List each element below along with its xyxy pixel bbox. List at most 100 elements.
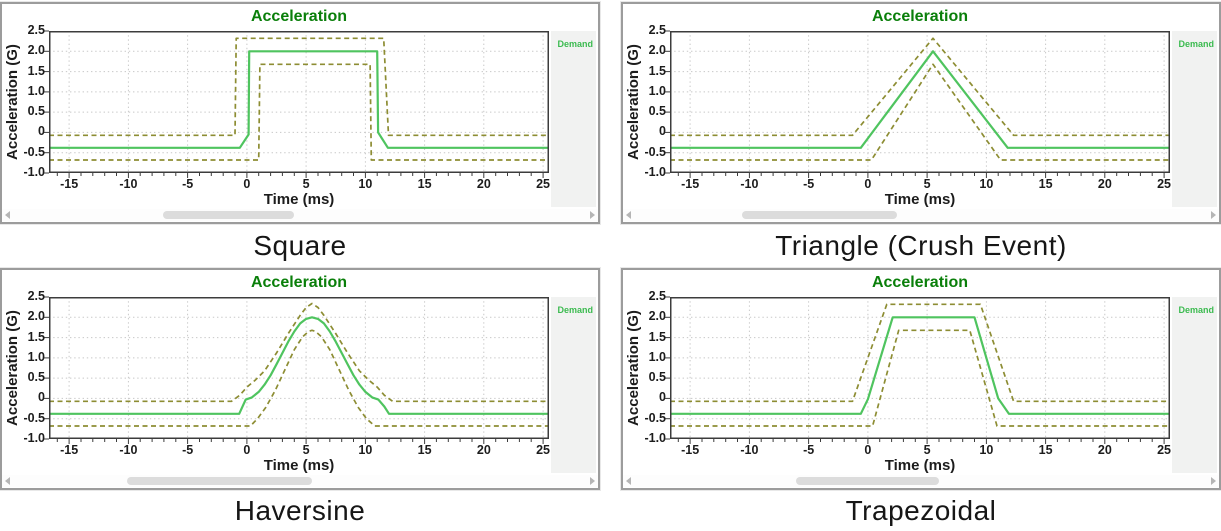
y-tick-label: -0.5 — [23, 410, 45, 425]
scroll-right-icon[interactable] — [1211, 477, 1216, 485]
scroll-right-icon[interactable] — [590, 477, 595, 485]
x-axis-label: Time (ms) — [263, 191, 335, 208]
x-tick-label: 20 — [476, 177, 491, 191]
x-tick-label: -10 — [740, 443, 759, 457]
horizontal-scrollbar[interactable] — [2, 475, 598, 487]
chart-panel: Acceleration Acceleration (G) Demand Tim… — [621, 268, 1221, 490]
scroll-right-icon[interactable] — [1211, 211, 1216, 219]
x-tick-label: 15 — [417, 443, 432, 457]
y-tick-label: 1.5 — [27, 63, 45, 78]
x-tick-label: 15 — [1038, 443, 1053, 457]
panel-cell-3: Acceleration Acceleration (G) Demand Tim… — [621, 268, 1221, 490]
scroll-left-icon[interactable] — [5, 477, 10, 485]
legend-demand-label: Demand — [1178, 305, 1214, 315]
y-tick-label: 0 — [38, 124, 45, 139]
x-tick-label: -10 — [119, 443, 138, 457]
scroll-left-icon[interactable] — [626, 211, 631, 219]
x-axis-label: Time (ms) — [263, 457, 335, 474]
x-tick-label: 20 — [1097, 443, 1112, 457]
chart-title: Acceleration — [871, 274, 969, 291]
chart-title: Acceleration — [250, 274, 348, 291]
scrollbar-thumb[interactable] — [795, 477, 939, 485]
horizontal-scrollbar[interactable] — [623, 209, 1219, 221]
scroll-right-icon[interactable] — [590, 211, 595, 219]
y-tick-label: 2.0 — [27, 43, 45, 58]
chart-panel: Acceleration Acceleration (G) Demand Tim… — [621, 2, 1221, 224]
x-tick-label: -15 — [681, 177, 700, 191]
scrollbar-thumb[interactable] — [742, 211, 898, 219]
y-tick-label: 0.5 — [648, 370, 666, 385]
caption-cell-1: Triangle (Crush Event) — [621, 224, 1221, 268]
plot-area — [44, 30, 549, 178]
legend-demand-label: Demand — [1178, 39, 1214, 49]
x-tick-label: -15 — [60, 177, 79, 191]
waveform-plot — [665, 30, 1170, 178]
horizontal-scrollbar[interactable] — [2, 209, 598, 221]
chart-caption: Triangle (Crush Event) — [775, 230, 1067, 261]
waveform-plot — [665, 296, 1170, 444]
x-tick-label: 20 — [1097, 177, 1112, 191]
x-tick-label: 25 — [536, 443, 551, 457]
y-tick-label: -1.0 — [23, 165, 45, 179]
scrollbar-thumb[interactable] — [162, 211, 295, 219]
plot-area — [665, 30, 1170, 178]
chart-panel: Acceleration Acceleration (G) Demand Tim… — [0, 2, 600, 224]
x-tick-label: -15 — [681, 443, 700, 457]
horizontal-scrollbar[interactable] — [623, 475, 1219, 487]
x-tick-label: -5 — [803, 443, 815, 457]
y-tick-label: 1.0 — [648, 349, 666, 364]
y-tick-label: -0.5 — [644, 410, 666, 425]
chart-title: Acceleration — [871, 8, 969, 25]
panel-cell-2: Acceleration Acceleration (G) Demand Tim… — [0, 268, 600, 490]
y-tick-label: 0.5 — [27, 370, 45, 385]
caption-cell-3: Trapezoidal — [621, 490, 1221, 531]
x-tick-label: 10 — [979, 177, 994, 191]
y-tick-label: 1.0 — [27, 83, 45, 98]
chart-title: Acceleration — [250, 8, 348, 25]
y-tick-label: 1.0 — [648, 83, 666, 98]
y-tick-label: 2.5 — [27, 23, 45, 37]
y-tick-label: -0.5 — [644, 144, 666, 159]
y-tick-label: -1.0 — [644, 165, 666, 179]
legend-demand-label: Demand — [557, 39, 593, 49]
x-tick-label: 25 — [536, 177, 551, 191]
x-axis-label: Time (ms) — [884, 191, 956, 208]
x-tick-label: 10 — [979, 443, 994, 457]
y-tick-label: 2.0 — [27, 309, 45, 324]
x-tick-label: 5 — [302, 443, 310, 457]
y-tick-label: 1.0 — [27, 349, 45, 364]
scroll-left-icon[interactable] — [5, 211, 10, 219]
y-tick-label: 2.5 — [648, 289, 666, 303]
x-tick-label: 15 — [1038, 177, 1053, 191]
y-tick-label: 1.5 — [27, 329, 45, 344]
legend-demand-label: Demand — [557, 305, 593, 315]
waveform-plot — [44, 296, 549, 444]
chart-caption: Haversine — [234, 494, 366, 526]
y-tick-label: 1.5 — [648, 329, 666, 344]
chart-panel: Acceleration Acceleration (G) Demand Tim… — [0, 268, 600, 490]
x-tick-label: 0 — [243, 443, 251, 457]
y-tick-label: 2.5 — [27, 289, 45, 303]
x-tick-label: 0 — [864, 443, 872, 457]
scrollbar-thumb[interactable] — [127, 477, 312, 485]
x-tick-label: -5 — [182, 177, 194, 191]
x-tick-label: 10 — [358, 443, 373, 457]
y-tick-label: 0.5 — [648, 104, 666, 119]
y-tick-label: -0.5 — [23, 144, 45, 159]
legend-area: Demand — [1172, 31, 1217, 207]
x-tick-label: -15 — [60, 443, 79, 457]
chart-caption: Square — [253, 230, 347, 261]
y-tick-label: 0 — [38, 390, 45, 405]
x-tick-label: -5 — [182, 443, 194, 457]
y-tick-label: 0.5 — [27, 104, 45, 119]
x-tick-label: 5 — [923, 443, 931, 457]
x-tick-label: 5 — [923, 177, 931, 191]
x-tick-label: 20 — [476, 443, 491, 457]
scroll-left-icon[interactable] — [626, 477, 631, 485]
y-tick-label: 2.0 — [648, 43, 666, 58]
panel-cell-1: Acceleration Acceleration (G) Demand Tim… — [621, 2, 1221, 224]
x-tick-label: 0 — [864, 177, 872, 191]
y-tick-label: 2.5 — [648, 23, 666, 37]
y-tick-label: 1.5 — [648, 63, 666, 78]
